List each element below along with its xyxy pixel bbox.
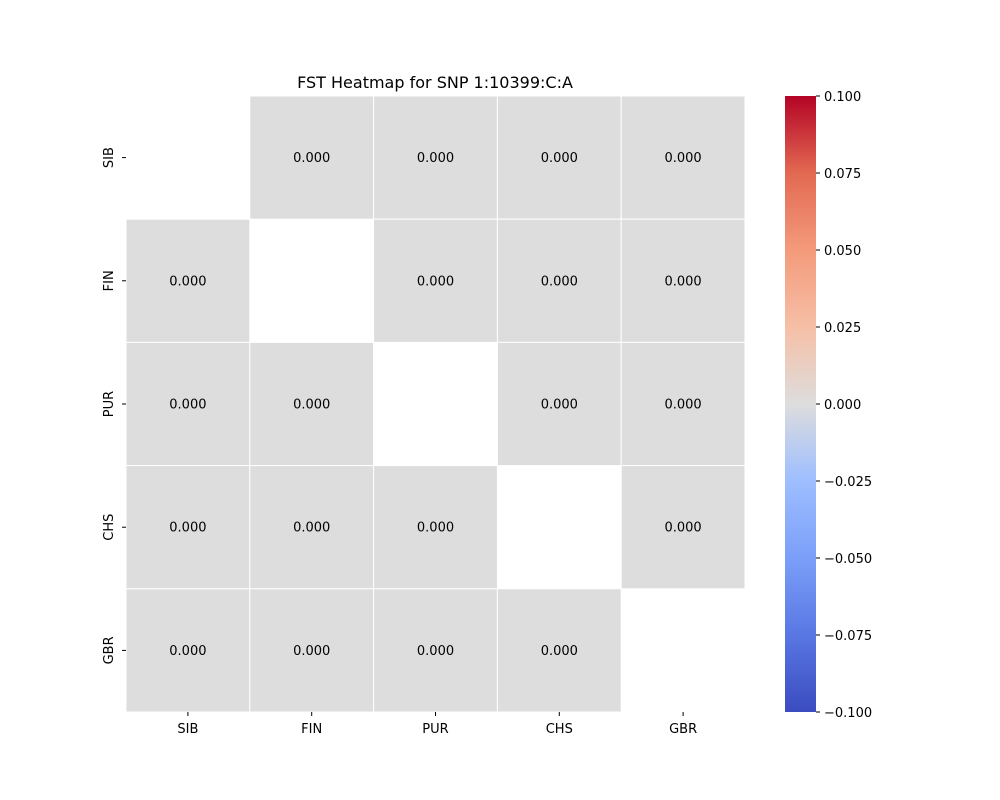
heatmap-cell-label: 0.000 <box>417 274 454 289</box>
chart-title: FST Heatmap for SNP 1:10399:C:A <box>297 73 573 92</box>
heatmap-cell-label: 0.000 <box>664 398 701 413</box>
heatmap-cell <box>496 588 622 713</box>
heatmap-cell-label: 0.000 <box>293 151 330 166</box>
heatmap-cell-label: 0.000 <box>293 644 330 659</box>
heatmap-cell <box>249 465 375 590</box>
colorbar-tick-label: 0.100 <box>824 90 861 105</box>
heatmap-cell <box>620 341 746 467</box>
colorbar-tick-label: −0.075 <box>824 629 872 644</box>
heatmap-cell <box>125 588 251 713</box>
heatmap-cell <box>496 95 622 220</box>
y-tick-label: PUR <box>102 391 117 417</box>
colorbar-tick-label: 0.050 <box>824 244 861 259</box>
x-axis: SIB FIN PUR CHS GBR <box>177 712 697 737</box>
y-axis: SIB FIN PUR CHS GBR <box>102 147 126 664</box>
heatmap-cell <box>373 95 498 220</box>
heatmap-cell <box>620 465 746 590</box>
x-tick-label: SIB <box>177 722 198 737</box>
heatmap-cell-label: 0.000 <box>169 521 206 536</box>
heatmap-cell-label: 0.000 <box>417 151 454 166</box>
colorbar-ticks: −0.100 −0.075 −0.050 −0.025 0.000 0.025 0.050 0… <box>816 90 872 721</box>
heatmap-cell <box>249 95 375 220</box>
heatmap-cell <box>125 218 251 343</box>
colorbar-gradient <box>785 96 816 712</box>
heatmap-cell-label: 0.000 <box>541 274 578 289</box>
heatmap-cell <box>249 588 375 713</box>
heatmap-cell <box>373 218 498 343</box>
colorbar: −0.100 −0.075 −0.050 −0.025 0.000 0.025 0.050 0… <box>785 90 872 721</box>
colorbar-tick-label: −0.100 <box>824 706 872 721</box>
x-tick-label: PUR <box>422 722 448 737</box>
heatmap-cell-label: 0.000 <box>169 398 206 413</box>
heatmap-cell-label: 0.000 <box>541 644 578 659</box>
colorbar-tick-label: 0.075 <box>824 167 861 182</box>
colorbar-tick-label: 0.025 <box>824 321 861 336</box>
heatmap-plot-area: 0.000 0.000 0.000 0.000 0.000 0.000 0.000 0.000… <box>125 95 746 713</box>
colorbar-tick-label: 0.000 <box>824 398 861 413</box>
heatmap-cell-label: 0.000 <box>169 274 206 289</box>
x-tick-label: FIN <box>301 722 322 737</box>
heatmap-cell <box>125 465 251 590</box>
heatmap-cell <box>373 588 498 713</box>
heatmap-cell <box>620 95 746 220</box>
heatmap-cell-label: 0.000 <box>664 151 701 166</box>
y-tick-label: CHS <box>102 514 117 541</box>
heatmap-cell-label: 0.000 <box>169 644 206 659</box>
heatmap-cell-label: 0.000 <box>417 521 454 536</box>
colorbar-tick-label: −0.050 <box>824 552 872 567</box>
colorbar-tick-label: −0.025 <box>824 475 872 490</box>
heatmap-cell <box>373 465 498 590</box>
heatmap-cell-label: 0.000 <box>293 398 330 413</box>
heatmap-cell <box>620 218 746 343</box>
heatmap-cell-label: 0.000 <box>293 521 330 536</box>
y-tick-label: FIN <box>102 270 117 291</box>
heatmap-cell-label: 0.000 <box>541 398 578 413</box>
y-tick-label: GBR <box>102 636 117 664</box>
x-tick-label: CHS <box>546 722 573 737</box>
y-tick-label: SIB <box>102 147 117 168</box>
heatmap-cell-label: 0.000 <box>417 644 454 659</box>
heatmap-cell-label: 0.000 <box>541 151 578 166</box>
heatmap-cell <box>249 341 375 467</box>
heatmap-cell-label: 0.000 <box>664 274 701 289</box>
x-tick-label: GBR <box>669 722 697 737</box>
heatmap-cell-label: 0.000 <box>664 521 701 536</box>
